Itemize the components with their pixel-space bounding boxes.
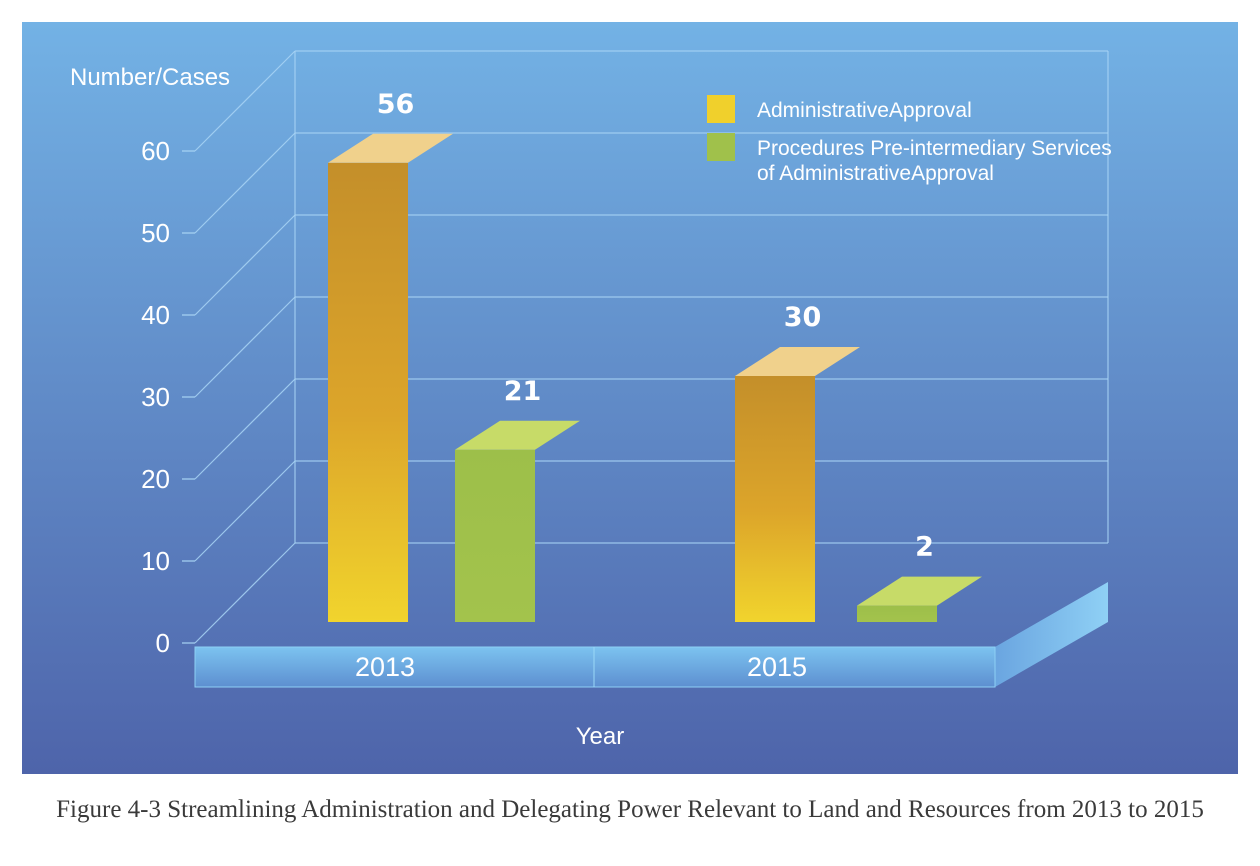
legend-label: Procedures Pre-intermediary Services [757,137,1112,160]
data-label: 2 [915,532,934,563]
bar-top [328,133,453,163]
x-axis-title: Year [576,723,625,750]
x-tick-label: 2015 [747,652,807,682]
y-axis: 0 10 20 30 40 50 60 [141,136,195,658]
legend: AdministrativeApproval Procedures Pre-int… [707,95,1112,185]
y-tick-label: 50 [141,218,170,248]
x-axis-floor: 2013 2015 [194,582,1108,688]
data-label: 56 [377,89,415,120]
y-axis-title: Number/Cases [70,64,230,91]
y-tick-label: 30 [141,382,170,412]
gridline-diagonal-0 [194,542,296,644]
y-tick-label: 0 [156,628,170,658]
bar [455,449,535,622]
legend-label: AdministrativeApproval [757,99,972,122]
floor-front [194,646,996,688]
y-tick-label: 10 [141,546,170,576]
bars [328,133,982,623]
bar-top [455,420,580,450]
y-tick-label: 20 [141,464,170,494]
bar [735,376,815,622]
floor-side [995,582,1108,687]
legend-swatch [707,133,735,161]
gridline-diagonal-10 [194,460,296,562]
legend-swatch [707,95,735,123]
bar [328,162,408,623]
gridline-diagonal-40 [194,214,296,316]
figure-caption: Figure 4-3 Streamlining Administration a… [56,796,1204,823]
data-label: 30 [784,302,822,333]
bar [857,605,937,622]
y-tick-label: 60 [141,136,170,166]
bar-top [735,347,860,376]
gridline-diagonal-30 [194,296,296,398]
x-tick-label: 2013 [355,652,415,682]
data-label: 21 [504,376,542,407]
gridline-diagonal-60 [194,50,296,152]
y-tick-label: 40 [141,300,170,330]
gridline-diagonal-50 [194,132,296,234]
gridline-diagonal-20 [194,378,296,480]
legend-label: of AdministrativeApproval [757,162,994,185]
grid [194,50,1109,644]
bar-top [857,576,982,606]
value-labels: 56 30 21 2 [377,89,934,563]
